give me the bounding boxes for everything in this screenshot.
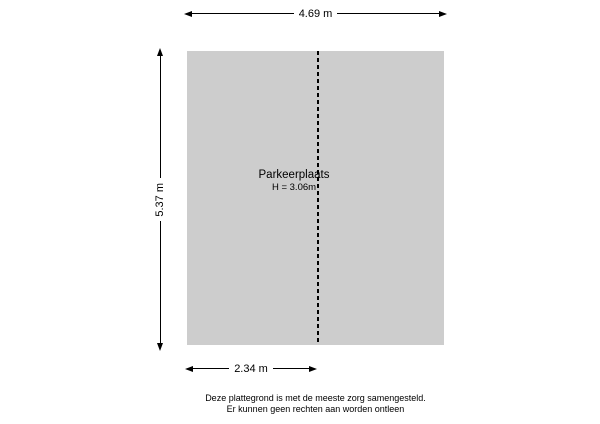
dimension-top-label: 4.69 m <box>298 7 333 20</box>
dimension-bottom-label: 2.34 m <box>234 362 268 375</box>
dimension-bottom: 2.34 m <box>185 362 318 375</box>
disclaimer-line-1: Deze plattegrond is met de meeste zorg s… <box>205 393 426 403</box>
dimension-line <box>159 221 161 344</box>
arrowhead-right-icon <box>439 10 448 17</box>
dimension-top: 4.69 m <box>184 7 448 20</box>
room-label-block: Parkeerplaats H = 3.06m <box>259 168 330 194</box>
parkeerplaats-room: Parkeerplaats H = 3.06m <box>187 51 444 345</box>
arrowhead-left-icon <box>184 10 192 17</box>
dimension-line <box>192 13 294 14</box>
dimension-line <box>193 368 230 369</box>
room-name-label: Parkeerplaats <box>258 169 330 181</box>
arrowhead-down-icon <box>157 343 163 352</box>
disclaimer: Deze plattegrond is met de meeste zorg s… <box>187 393 444 415</box>
arrowhead-up-icon <box>157 48 163 56</box>
dashed-divider-line <box>317 51 319 345</box>
arrowhead-left-icon <box>185 365 193 372</box>
arrowhead-right-icon <box>309 365 318 372</box>
disclaimer-line-2: Er kunnen geen rechten aan worden ontlee… <box>226 404 405 414</box>
room-height-label: H = 3.06m <box>271 182 317 193</box>
dimension-line <box>337 13 440 14</box>
dimension-left-label: 5.37 m <box>154 182 166 217</box>
dimension-line <box>159 56 161 178</box>
dimension-line <box>272 368 310 369</box>
dimension-left: 5.37 m <box>153 48 167 352</box>
